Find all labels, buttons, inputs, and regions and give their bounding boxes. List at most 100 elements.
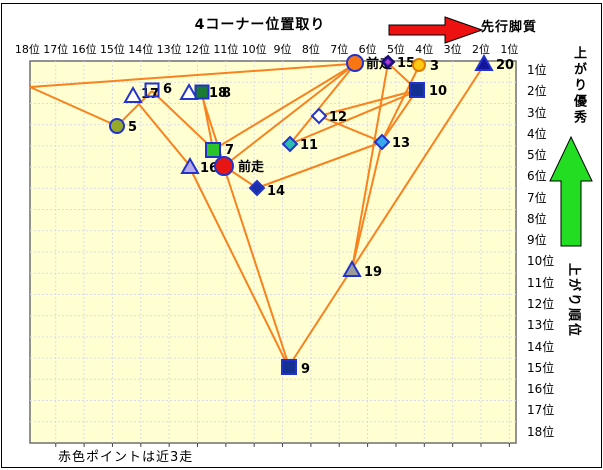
connector-line	[289, 90, 418, 145]
x-axis-label: 10位	[241, 43, 267, 56]
point-label: 19	[364, 265, 382, 280]
connector-line	[351, 62, 389, 270]
x-axis-label: 4位	[415, 43, 434, 56]
connector-line	[288, 64, 485, 367]
point-label: 11	[300, 138, 318, 153]
point-label: 20	[496, 58, 514, 73]
y-axis-label: 11位	[527, 275, 555, 290]
x-axis-label: 16位	[71, 43, 97, 56]
y-axis-label: 13位	[527, 318, 555, 333]
y-axis-label: 1位	[527, 63, 547, 77]
y-axis-label: 3位	[527, 105, 547, 120]
connector-line	[318, 115, 383, 143]
y-axis-label: 5位	[527, 148, 547, 163]
point-label: 7	[225, 143, 234, 158]
x-axis-label: 11位	[213, 43, 239, 56]
point-label: 6	[163, 82, 172, 97]
x-axis-label: 1位	[500, 43, 519, 56]
y-axis-label: 10位	[527, 254, 555, 269]
front-runner-label: 先行脚質	[481, 20, 538, 35]
y-axis-label: 8位	[527, 211, 547, 226]
y-axis-label: 6位	[527, 169, 547, 184]
footnote: 赤色ポイントは近3走	[58, 450, 194, 465]
point-label: 5	[128, 120, 137, 135]
marker-diamond	[373, 133, 391, 151]
point-label: 15	[397, 56, 415, 71]
point-label: 9	[301, 362, 310, 377]
x-axis-label: 5位	[386, 43, 405, 56]
connector-line	[189, 167, 289, 367]
x-axis-label: 14位	[128, 43, 154, 56]
point-label: 17	[141, 87, 159, 102]
x-axis-label: 17位	[43, 43, 69, 56]
y-axis-label: 7位	[527, 190, 547, 205]
point-label: 12	[329, 110, 347, 125]
marker-triangle	[342, 259, 362, 277]
point-label: 16	[200, 161, 218, 176]
y-axis-label: 12位	[527, 296, 555, 311]
x-axis-label: 13位	[156, 43, 182, 56]
x-axis-label: 2位	[472, 43, 490, 56]
x-axis-label: 15位	[99, 43, 125, 56]
marker-diamond-inner	[385, 59, 391, 65]
connector-line	[223, 63, 356, 167]
marker-circle	[214, 156, 234, 176]
x-axis-label: 9位	[273, 43, 292, 56]
y-axis-label: 2位	[527, 84, 547, 99]
agari-good-label: 上がり優秀	[571, 46, 586, 126]
connector-line	[29, 86, 118, 127]
connector-line	[151, 90, 214, 150]
marker-triangle	[180, 156, 200, 174]
marker-square	[194, 84, 210, 100]
connector-line	[132, 96, 191, 167]
point-label: 18	[209, 86, 227, 101]
marker-circle	[412, 58, 426, 72]
x-axis-label: 12位	[185, 43, 210, 56]
connector-line	[381, 65, 420, 142]
marker-square	[144, 82, 160, 98]
y-axis-label: 14位	[527, 339, 555, 354]
connector-line	[256, 141, 383, 189]
marker-triangle	[474, 53, 494, 71]
marker-square	[409, 82, 425, 98]
y-axis-label: 16位	[527, 382, 555, 397]
point-label: 8	[222, 86, 231, 101]
x-axis-label: 8位	[301, 43, 320, 56]
y-axis-label: 18位	[527, 424, 555, 439]
connector-line	[212, 63, 356, 151]
right-arrow-icon	[388, 16, 484, 44]
x-axis-label: 6位	[358, 43, 377, 56]
marker-triangle	[123, 85, 143, 103]
point-label: 14	[267, 184, 285, 199]
marker-square	[205, 142, 221, 158]
connector-line	[223, 166, 290, 367]
marker-diamond	[248, 179, 266, 197]
point-label: 前走	[238, 159, 265, 175]
marker-triangle	[179, 82, 199, 100]
y-axis-label: 4位	[527, 126, 547, 141]
x-axis-label: 7位	[330, 43, 349, 56]
x-axis-label: 18位	[14, 43, 40, 56]
chart-title: 4コーナー位置取り	[194, 17, 326, 33]
point-label: 3	[430, 59, 439, 74]
marker-diamond	[310, 107, 328, 125]
marker-diamond	[281, 135, 299, 153]
connector-line	[318, 89, 418, 117]
point-label: 13	[392, 136, 410, 151]
y-axis-label: 17位	[527, 403, 555, 418]
y-axis-label: 15位	[527, 360, 555, 375]
y-axis-label: 9位	[527, 233, 547, 248]
agari-rank-label: 上がり順位	[566, 263, 581, 339]
connector-line	[381, 89, 418, 142]
marker-square	[281, 359, 297, 375]
point-label: 10	[429, 84, 447, 99]
up-arrow-icon	[549, 135, 593, 247]
marker-circle	[109, 118, 125, 134]
connector-line	[29, 63, 352, 88]
connector-line	[351, 141, 383, 270]
window-border	[1, 3, 602, 468]
connector-line	[289, 63, 356, 145]
x-axis-label: 3位	[443, 43, 462, 56]
